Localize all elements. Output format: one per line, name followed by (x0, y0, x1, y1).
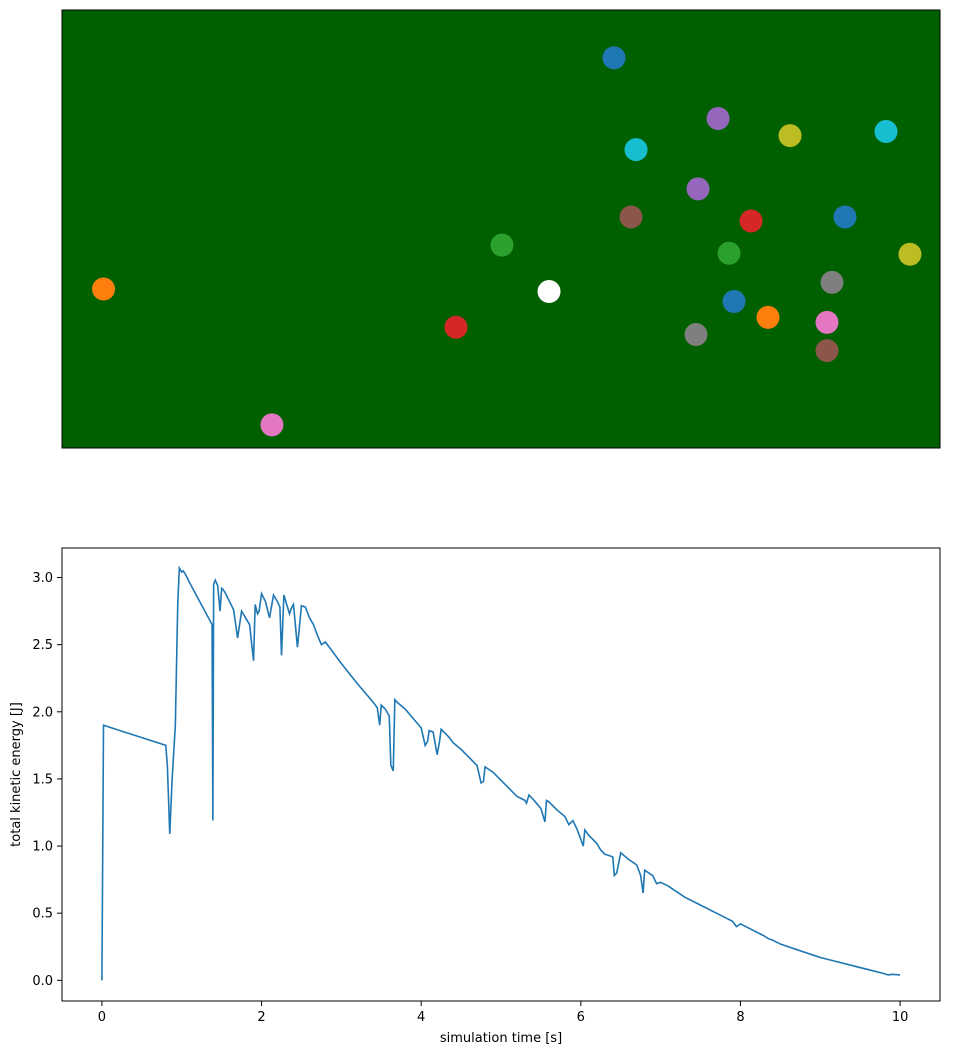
ball-11 (717, 241, 741, 265)
table-panel (61, 9, 941, 449)
ball-group (92, 46, 922, 437)
ball-8 (686, 177, 710, 201)
x-tick-label-3: 6 (577, 1010, 585, 1025)
y-tick-label-0: 0.0 (32, 974, 53, 989)
y-tick-label-2: 1.0 (32, 840, 53, 855)
ball-6 (624, 138, 648, 162)
ball-13 (739, 209, 763, 233)
ball-21 (898, 242, 922, 266)
ball-4 (537, 279, 561, 303)
x-tick-label-2: 4 (417, 1010, 425, 1025)
ball-16 (815, 339, 839, 363)
energy-line (101, 565, 901, 981)
billiard-table (61, 9, 941, 449)
x-tick-label-5: 10 (892, 1010, 909, 1025)
ball-1 (260, 413, 284, 437)
x-axis: 0 2 4 6 8 10 (98, 1001, 909, 1025)
ball-5 (602, 46, 626, 70)
y-tick-label-1: 0.5 (32, 907, 53, 922)
ball-19 (833, 205, 857, 229)
x-tick-label-1: 2 (257, 1010, 265, 1025)
ball-0 (92, 277, 116, 301)
y-tick-label-6: 3.0 (32, 571, 53, 586)
y-tick-label-5: 2.5 (32, 638, 53, 653)
ball-12 (722, 290, 746, 314)
ball-10 (684, 322, 708, 346)
ball-14 (756, 305, 780, 329)
energy-plot-panel: 0 2 4 6 8 10 0.0 0.5 1.0 1.5 2.0 2.5 3.0 simulation… (9, 547, 941, 1046)
ball-7 (619, 205, 643, 229)
ball-17 (815, 310, 839, 334)
ball-2 (444, 315, 468, 339)
x-axis-label: simulation time [s] (440, 1031, 562, 1046)
ball-15 (778, 124, 802, 148)
y-tick-label-3: 1.5 (32, 772, 53, 787)
plot-area (61, 547, 941, 1002)
y-axis: 0.0 0.5 1.0 1.5 2.0 2.5 3.0 (32, 571, 62, 989)
x-tick-label-0: 0 (98, 1010, 106, 1025)
x-tick-label-4: 8 (736, 1010, 744, 1025)
ball-9 (706, 106, 730, 130)
ball-18 (820, 270, 844, 294)
ball-20 (874, 120, 898, 144)
y-axis-label: total kinetic energy [J] (9, 702, 24, 847)
ball-3 (490, 233, 514, 257)
y-tick-label-4: 2.0 (32, 705, 53, 720)
